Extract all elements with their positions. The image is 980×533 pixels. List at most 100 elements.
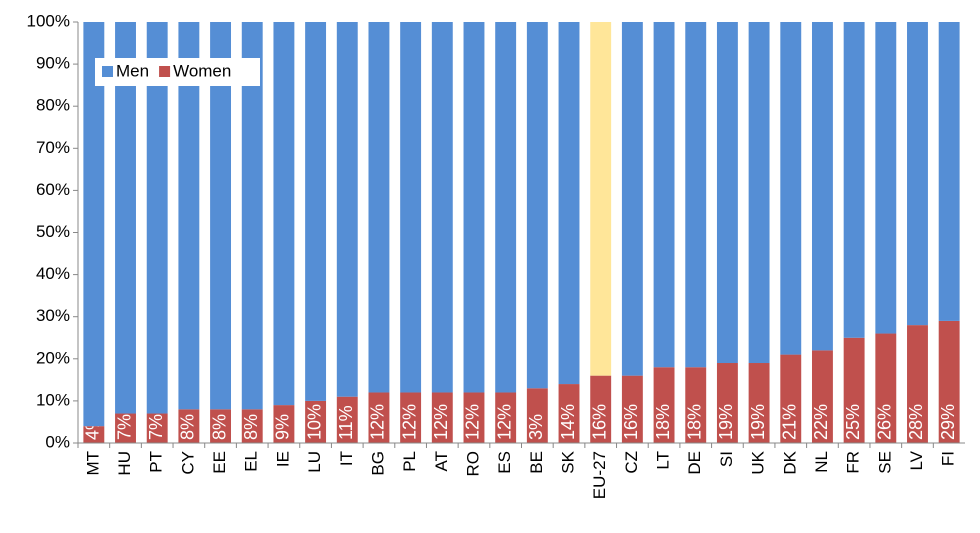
data-label: 12%: [494, 404, 514, 440]
data-label: 26%: [875, 404, 895, 440]
data-label: 9%: [273, 414, 293, 440]
data-label: 10%: [304, 404, 324, 440]
bar-segment: [336, 396, 358, 443]
data-label: 28%: [906, 404, 926, 440]
bar-segment: [590, 22, 612, 376]
bar-segment: [653, 22, 675, 368]
x-tick-label: NL: [812, 451, 831, 473]
bar-segment: [146, 413, 168, 443]
x-tick-label: SK: [559, 450, 578, 473]
bar-segment: [146, 22, 168, 414]
data-label: 8%: [241, 414, 261, 440]
x-tick-label: IT: [337, 451, 356, 466]
data-label: 22%: [811, 404, 831, 440]
x-tick-label: DK: [780, 450, 799, 474]
data-label: 18%: [684, 404, 704, 440]
bar-segment: [526, 388, 548, 443]
bar-segment: [590, 375, 612, 443]
bar-segment: [463, 22, 485, 393]
bar-segment: [685, 367, 707, 443]
bar-segment: [400, 22, 422, 393]
bar-segment: [115, 22, 136, 414]
data-label: 8%: [178, 414, 198, 440]
bar-segment: [907, 22, 928, 326]
bar-segment: [938, 22, 960, 321]
legend-label: Women: [173, 61, 231, 80]
data-label: 12%: [463, 404, 483, 440]
bar-segment: [83, 22, 105, 427]
bar-segment: [843, 337, 865, 443]
x-tick-label: EU-27: [590, 451, 609, 499]
y-tick-label: 70%: [36, 138, 70, 157]
y-tick-label: 20%: [36, 348, 70, 367]
bar-segment: [748, 363, 770, 443]
y-tick-label: 100%: [27, 11, 70, 30]
bar-segment: [653, 367, 675, 443]
y-tick-label: 90%: [36, 54, 70, 73]
legend: Men Women: [95, 58, 260, 86]
x-tick-label: CY: [178, 451, 197, 475]
legend-swatch: [102, 66, 113, 77]
bar-segment: [843, 22, 865, 338]
x-tick-label: DE: [685, 451, 704, 475]
data-label: 12%: [399, 404, 419, 440]
bar-segment: [431, 392, 453, 443]
bar-segment: [716, 363, 738, 443]
x-tick-label: CZ: [622, 451, 641, 474]
bar-segment: [463, 392, 485, 443]
y-tick-label: 60%: [36, 180, 70, 199]
bar-segment: [716, 22, 738, 364]
bar-segment: [685, 22, 707, 368]
bar-segment: [811, 22, 833, 351]
data-label: 14%: [558, 404, 578, 440]
bar-segment: [558, 22, 580, 385]
bar-segment: [748, 22, 770, 364]
bar-segment: [368, 392, 390, 443]
data-label: 7%: [146, 414, 166, 440]
y-tick-label: 40%: [36, 264, 70, 283]
x-tick-label: RO: [463, 451, 482, 477]
x-tick-label: PT: [147, 451, 166, 473]
bar-segment: [336, 22, 358, 397]
legend-box: [95, 58, 260, 86]
x-tick-label: LT: [654, 451, 673, 470]
bar-segment: [875, 333, 897, 443]
x-tick-label: BE: [527, 451, 546, 474]
data-label: 7%: [114, 414, 134, 440]
bar-segment: [115, 413, 136, 443]
bar-segment: [431, 22, 453, 393]
bar-segment: [938, 320, 960, 443]
data-label: 18%: [653, 404, 673, 440]
data-label: 16%: [621, 404, 641, 440]
bar-segment: [780, 22, 802, 355]
x-tick-label: MT: [83, 451, 102, 476]
bar-segment: [273, 405, 295, 443]
bar-segment: [780, 354, 802, 443]
x-tick-label: FI: [939, 451, 958, 466]
bar-segment: [400, 392, 422, 443]
x-tick-label: BG: [368, 451, 387, 476]
x-tick-label: UK: [749, 450, 768, 474]
x-tick-label: PL: [400, 451, 419, 472]
data-label: 19%: [716, 404, 736, 440]
bar-segment: [811, 350, 833, 443]
x-tick-label: ES: [495, 451, 514, 474]
y-tick-label: 50%: [36, 222, 70, 241]
data-label: 11%: [336, 405, 356, 440]
bar-segment: [368, 22, 390, 393]
bar-segment: [305, 22, 327, 401]
data-label: 16%: [589, 404, 609, 440]
data-label: 12%: [431, 404, 451, 440]
bar-segment: [178, 409, 200, 443]
bar-segment: [83, 426, 105, 443]
bar-segment: [621, 22, 643, 376]
bar-segment: [210, 22, 232, 410]
bar-segment: [210, 409, 232, 443]
x-tick-label: FR: [844, 451, 863, 474]
data-label: 3%: [526, 414, 546, 440]
bar-segment: [178, 22, 200, 410]
bar-segment: [495, 392, 517, 443]
bar-segment: [621, 375, 643, 443]
